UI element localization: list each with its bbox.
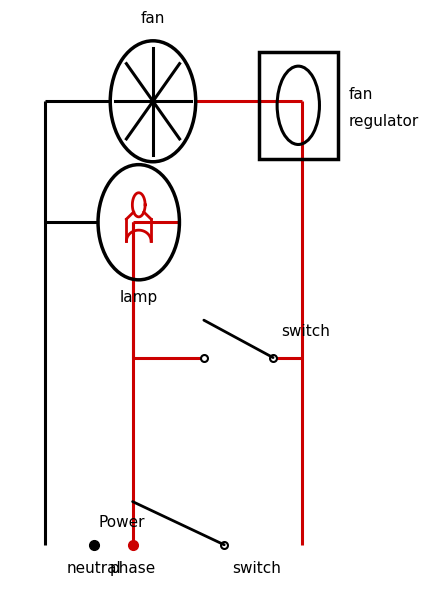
Text: neutral: neutral <box>67 561 121 576</box>
Text: phase: phase <box>109 561 156 576</box>
Text: lamp: lamp <box>120 290 158 305</box>
Bar <box>259 52 338 159</box>
Text: fan: fan <box>349 88 373 103</box>
Text: Power: Power <box>98 515 145 530</box>
Text: switch: switch <box>232 561 281 576</box>
Text: fan: fan <box>141 11 165 26</box>
Text: switch: switch <box>281 324 330 339</box>
Text: regulator: regulator <box>349 114 418 129</box>
